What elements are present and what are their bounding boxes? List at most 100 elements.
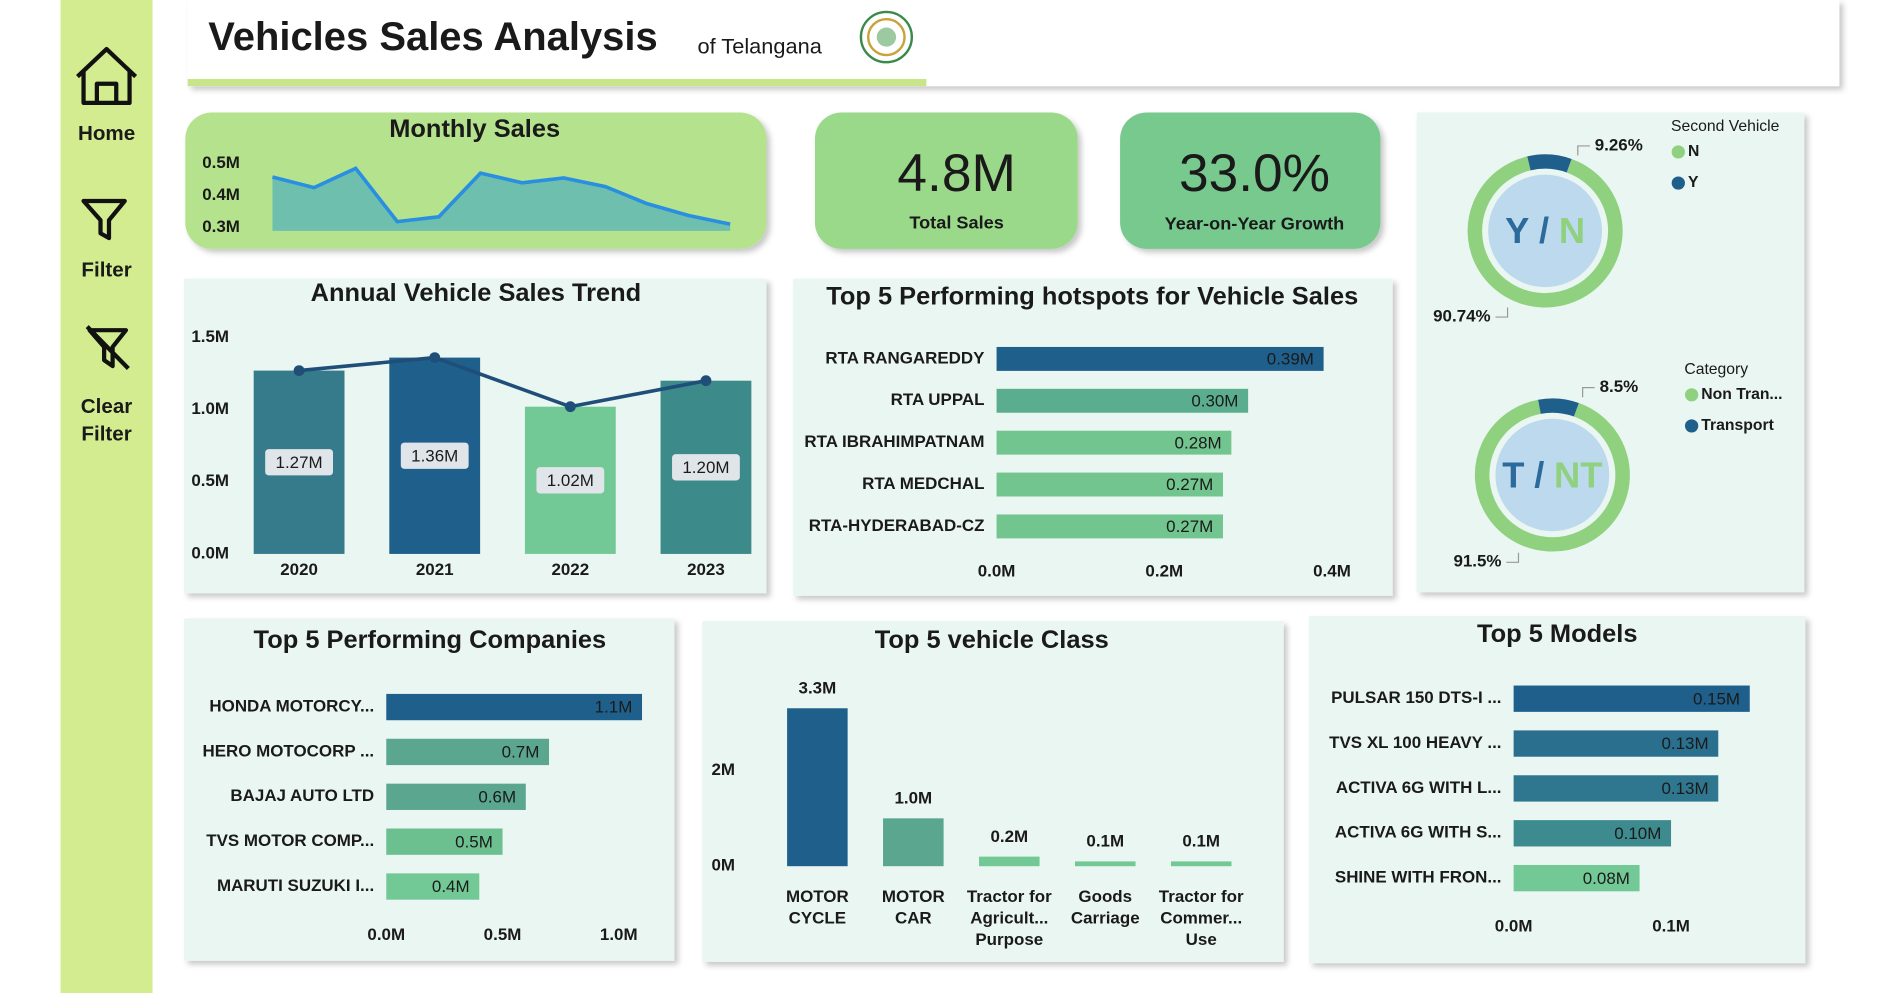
- value-label: 0.27M: [1166, 517, 1213, 536]
- home-icon[interactable]: [76, 46, 138, 105]
- legend-label: Transport: [1701, 417, 1774, 434]
- emblem: [859, 10, 914, 64]
- data-label: 90.74%: [1433, 307, 1490, 326]
- x-tick-label: 0.2M: [1145, 561, 1183, 580]
- value-label-box: [536, 467, 605, 494]
- x-tick-label: MOTOR CAR: [881, 886, 945, 928]
- y-tick-label: RTA-HYDERABAD-CZ: [809, 516, 985, 535]
- bar: [979, 856, 1040, 867]
- value-label: 0.7M: [502, 743, 540, 762]
- nav-label[interactable]: Home: [77, 122, 136, 145]
- value-label: 0.1M: [1086, 832, 1124, 851]
- y-tick-label: MARUTI SUZUKI I...: [217, 876, 374, 895]
- center-label-part: Y: [1505, 210, 1529, 251]
- y-tick-label: 0.0M: [191, 543, 229, 562]
- x-tick-label: 0.0M: [367, 925, 405, 944]
- y-tick-label: PULSAR 150 DTS-I ...: [1331, 688, 1501, 707]
- leader-line: [1577, 145, 1590, 156]
- chart-title: Top 5 Models: [1477, 620, 1638, 648]
- center-label-part: /: [1539, 210, 1549, 251]
- center-label: Y / N: [1505, 210, 1585, 251]
- legend-label: N: [1688, 143, 1699, 160]
- y-tick-label: 2M: [711, 760, 735, 779]
- legend-swatch: [1684, 388, 1699, 402]
- line: [298, 355, 707, 409]
- value-label-box: [400, 442, 469, 469]
- bar: [1513, 775, 1719, 802]
- sidebar: [60, 0, 153, 993]
- legend-swatch: [1671, 145, 1685, 159]
- x-tick-label: Tractor for Agricult... Purpose: [966, 886, 1052, 949]
- bar: [1074, 861, 1136, 867]
- x-tick-label: 1.0M: [600, 925, 638, 944]
- value-label: 0.13M: [1661, 779, 1708, 798]
- clear-filter-icon[interactable]: [85, 325, 130, 370]
- y-tick-label: ACTIVA 6G WITH S...: [1335, 823, 1502, 842]
- center-label-part: /: [1534, 454, 1544, 495]
- donut-slice: [1474, 399, 1630, 552]
- bar: [996, 514, 1223, 539]
- y-tick-label: 0.5M: [202, 153, 240, 172]
- legend-swatch: [1684, 419, 1699, 433]
- x-tick-label: Goods Carriage: [1070, 886, 1140, 928]
- value-label: 0.15M: [1693, 689, 1740, 708]
- center-label-part: T: [1502, 454, 1524, 495]
- header-bar: [187, 0, 1840, 87]
- value-label: 0.4M: [432, 877, 470, 896]
- donut-center: [1488, 174, 1603, 288]
- bar: [386, 828, 503, 855]
- x-tick-label: 2023: [687, 560, 725, 579]
- bar: [996, 346, 1324, 371]
- x-tick-label: 0.5M: [484, 925, 522, 944]
- nav-label[interactable]: Filter: [81, 258, 132, 282]
- chart-title: Monthly Sales: [389, 115, 560, 143]
- value-label: 1.20M: [682, 458, 729, 477]
- value-label: 1.27M: [276, 453, 323, 472]
- y-tick-label: 1.0M: [191, 399, 229, 418]
- legend-label: Non Tran...: [1701, 386, 1782, 403]
- y-tick-label: HERO MOTOCORP ...: [202, 741, 374, 760]
- y-tick-label: RTA UPPAL: [891, 390, 985, 409]
- bar: [386, 738, 550, 766]
- donut-slice: [1538, 398, 1579, 417]
- bar: [386, 873, 480, 900]
- value-label-box: [672, 454, 740, 481]
- x-tick-label: 2022: [551, 560, 589, 579]
- nav-label[interactable]: Clear Filter: [80, 394, 133, 446]
- y-tick-label: BAJAJ AUTO LTD: [230, 786, 374, 805]
- y-tick-label: 0.4M: [202, 185, 240, 204]
- legend-title: Second Vehicle: [1671, 118, 1779, 135]
- x-tick-label: MOTOR CYCLE: [785, 886, 849, 928]
- filter-icon[interactable]: [81, 198, 127, 241]
- y-tick-label: RTA IBRAHIMPATNAM: [804, 432, 984, 451]
- chart-title: Top 5 vehicle Class: [875, 626, 1109, 654]
- y-tick-label: RTA RANGAREDDY: [825, 348, 984, 367]
- x-tick-label: 2021: [416, 560, 454, 579]
- kpi-label: Total Sales: [909, 213, 1004, 233]
- area: [272, 168, 731, 231]
- value-label: 1.02M: [547, 471, 594, 490]
- bar: [1170, 861, 1232, 867]
- value-label: 1.0M: [894, 789, 932, 808]
- bar: [996, 430, 1232, 455]
- line: [271, 166, 731, 226]
- center-label: T / NT: [1502, 454, 1602, 495]
- y-tick-label: 0.3M: [202, 217, 240, 236]
- y-tick-label: TVS XL 100 HEAVY ...: [1329, 733, 1501, 752]
- bar: [787, 708, 848, 867]
- chart-title: Top 5 Performing Companies: [254, 626, 607, 654]
- bar: [1513, 820, 1672, 847]
- legend-swatch: [1671, 176, 1685, 190]
- kpi-value: 33.0%: [1179, 144, 1330, 203]
- value-label: 0.5M: [455, 832, 493, 851]
- value-label: 0.13M: [1661, 734, 1708, 753]
- bar: [386, 783, 526, 810]
- data-label: 91.5%: [1453, 552, 1501, 571]
- x-tick-label: 0.0M: [1495, 917, 1533, 936]
- leader-line: [1506, 552, 1520, 563]
- center-label-part: NT: [1554, 454, 1602, 495]
- x-tick-label: Tractor for Commer... Use: [1158, 886, 1244, 949]
- data-label: 9.26%: [1595, 135, 1643, 154]
- kpi-value: 4.8M: [897, 144, 1015, 203]
